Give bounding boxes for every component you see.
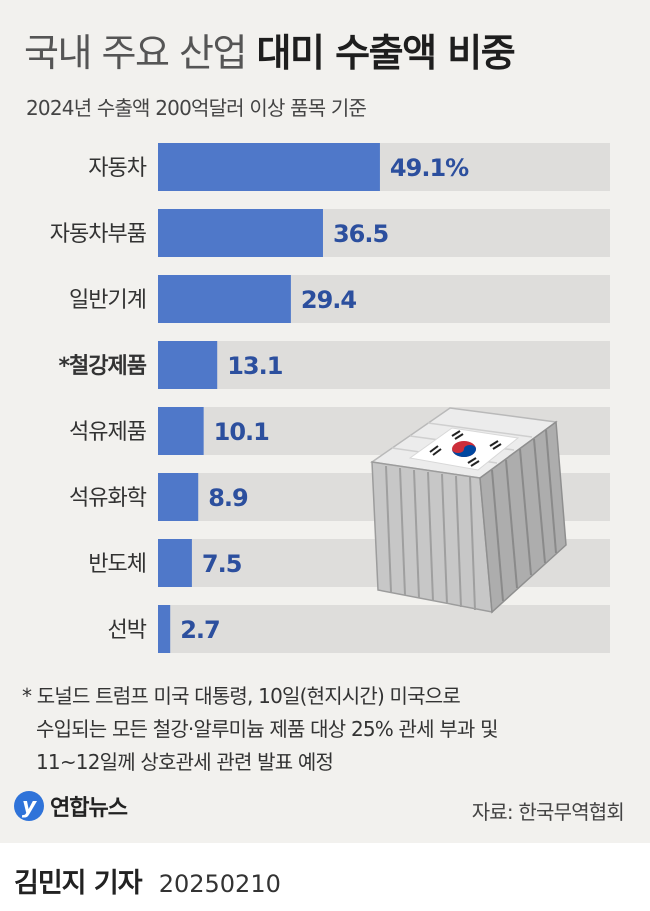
value-label: 7.5	[202, 550, 242, 578]
reporter-name: 김민지 기자	[14, 868, 143, 899]
page-subtitle: 2024년 수출액 200억달러 이상 품목 기준	[26, 96, 367, 120]
bar	[158, 407, 204, 455]
korean-flag-icon	[408, 427, 520, 471]
value-label: 10.1	[214, 418, 270, 446]
yonhap-logo-text: 연합뉴스	[50, 796, 128, 821]
value-label: 29.4	[301, 286, 357, 314]
title-light: 국내 주요 산업	[24, 31, 247, 75]
category-label: 자동차	[88, 156, 146, 181]
bar-track	[158, 341, 610, 389]
category-label: 석유화학	[69, 486, 147, 511]
footnote-line: 11~12일께 상호관세 관련 발표 예정	[36, 750, 334, 774]
footnote-line: 수입되는 모든 철강·알루미늄 제품 대상 25% 관세 부과 및	[36, 717, 498, 741]
value-label: 13.1	[227, 352, 283, 380]
value-label: 36.5	[333, 220, 389, 248]
yonhap-logo: y 연합뉴스	[14, 790, 128, 822]
footnote-line: * 도널드 트럼프 미국 대통령, 10일(현지시간) 미국으로	[22, 684, 461, 708]
bar	[158, 539, 192, 587]
category-label: 반도체	[88, 552, 146, 577]
bar	[158, 473, 199, 521]
bar	[158, 275, 291, 323]
bar	[158, 143, 380, 191]
bar-chart: 자동차 49.1% 자동차부품 36.5 일반기계 29.4 *철강제품 13.1 석유제품 10…	[50, 143, 610, 653]
value-label: 8.9	[208, 484, 248, 512]
category-label: 선박	[108, 618, 147, 643]
source-label: 자료: 한국무역협회	[471, 800, 625, 824]
title-bold: 대미 수출액 비중	[256, 31, 516, 75]
publish-date: 20250210	[158, 870, 281, 898]
category-label: *철강제품	[59, 354, 147, 379]
category-label: 석유제품	[69, 420, 147, 445]
bar	[158, 209, 323, 257]
bar	[158, 341, 218, 389]
page-title: 국내 주요 산업 대미 수출액 비중	[24, 22, 516, 77]
footer-bar: 김민지 기자 20250210	[0, 843, 650, 911]
footnote: * 도널드 트럼프 미국 대통령, 10일(현지시간) 미국으로 수입되는 모든…	[22, 680, 498, 779]
value-label: 49.1%	[390, 154, 469, 182]
bar-track	[158, 605, 610, 653]
yonhap-logo-mark: y	[14, 791, 44, 821]
bar	[158, 605, 171, 653]
value-label: 2.7	[180, 616, 220, 644]
category-label: 자동차부품	[50, 222, 147, 247]
category-label: 일반기계	[69, 288, 146, 313]
